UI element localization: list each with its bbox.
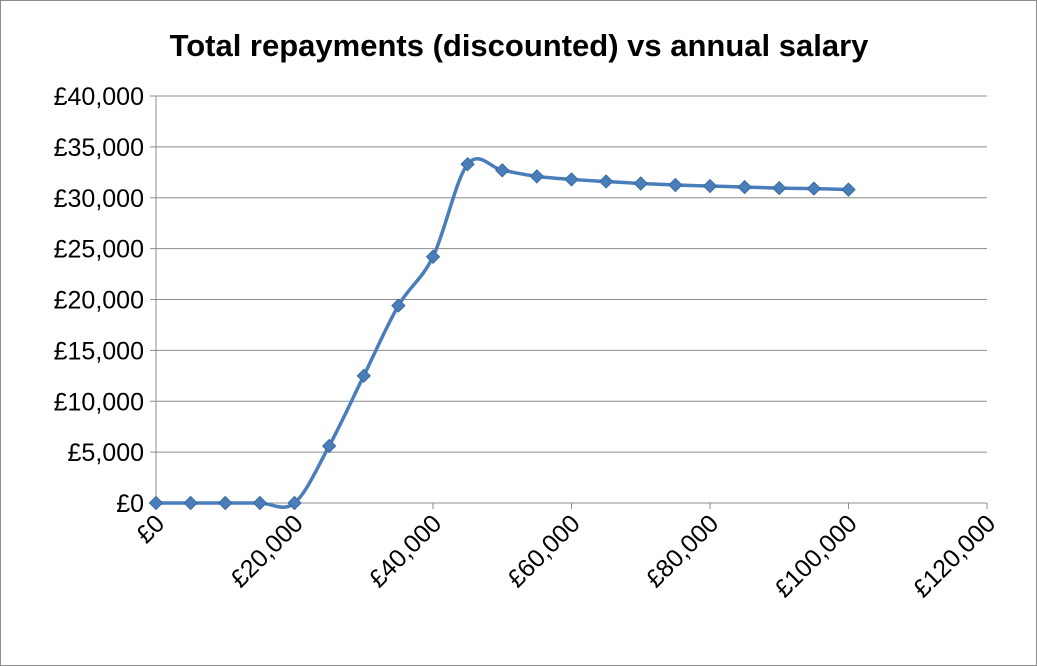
data-point-marker (529, 169, 545, 184)
chart-title: Total repayments (discounted) vs annual … (170, 28, 870, 63)
y-tick-label: £20,000 (54, 287, 144, 315)
x-tick-label: £120,000 (908, 509, 1002, 603)
series (148, 156, 856, 511)
data-point-marker (460, 156, 475, 172)
data-point-marker (633, 176, 648, 191)
x-tick-label: £100,000 (769, 509, 863, 603)
data-point-marker (252, 495, 268, 511)
y-tick-label: £40,000 (54, 83, 144, 111)
y-tick-label: £30,000 (54, 185, 144, 213)
data-point-marker (183, 495, 198, 511)
data-point-marker (356, 368, 371, 384)
data-point-marker (321, 438, 337, 454)
y-tick-label: £35,000 (54, 134, 144, 162)
data-point-marker (148, 495, 164, 511)
x-tick-label: £20,000 (225, 509, 309, 593)
data-point-marker (841, 182, 856, 197)
y-tick-label: £25,000 (54, 236, 144, 264)
data-point-marker (668, 177, 683, 193)
y-tick-label: £10,000 (54, 388, 144, 416)
data-point-marker (218, 495, 233, 511)
y-tick-label: £15,000 (54, 337, 144, 365)
x-tick-label: £40,000 (364, 509, 448, 593)
data-point-marker (287, 495, 302, 511)
x-tick-label: £80,000 (641, 509, 725, 593)
data-point-marker (391, 298, 406, 313)
data-point-marker (598, 174, 614, 189)
x-tick-label: £60,000 (502, 509, 586, 593)
data-point-marker (737, 179, 752, 195)
data-point-marker (772, 180, 787, 196)
data-point-marker (702, 178, 718, 194)
y-tick-label: £5,000 (68, 439, 144, 467)
series-line (154, 157, 851, 509)
data-point-marker (495, 163, 510, 178)
axes (150, 95, 988, 509)
data-point-marker (806, 181, 822, 196)
data-point-marker (564, 172, 579, 187)
x-tick-labels: £0 £20,000 £40,000 £60,000 £80,000 £100,000 £1… (131, 509, 1001, 603)
y-tick-label: £0 (116, 490, 144, 518)
gridlines (156, 95, 987, 453)
y-tick-labels: £0 £5,000 £10,000 £15,000 £20,000 £25,000 £30,… (54, 83, 144, 518)
data-point-marker (425, 249, 441, 264)
